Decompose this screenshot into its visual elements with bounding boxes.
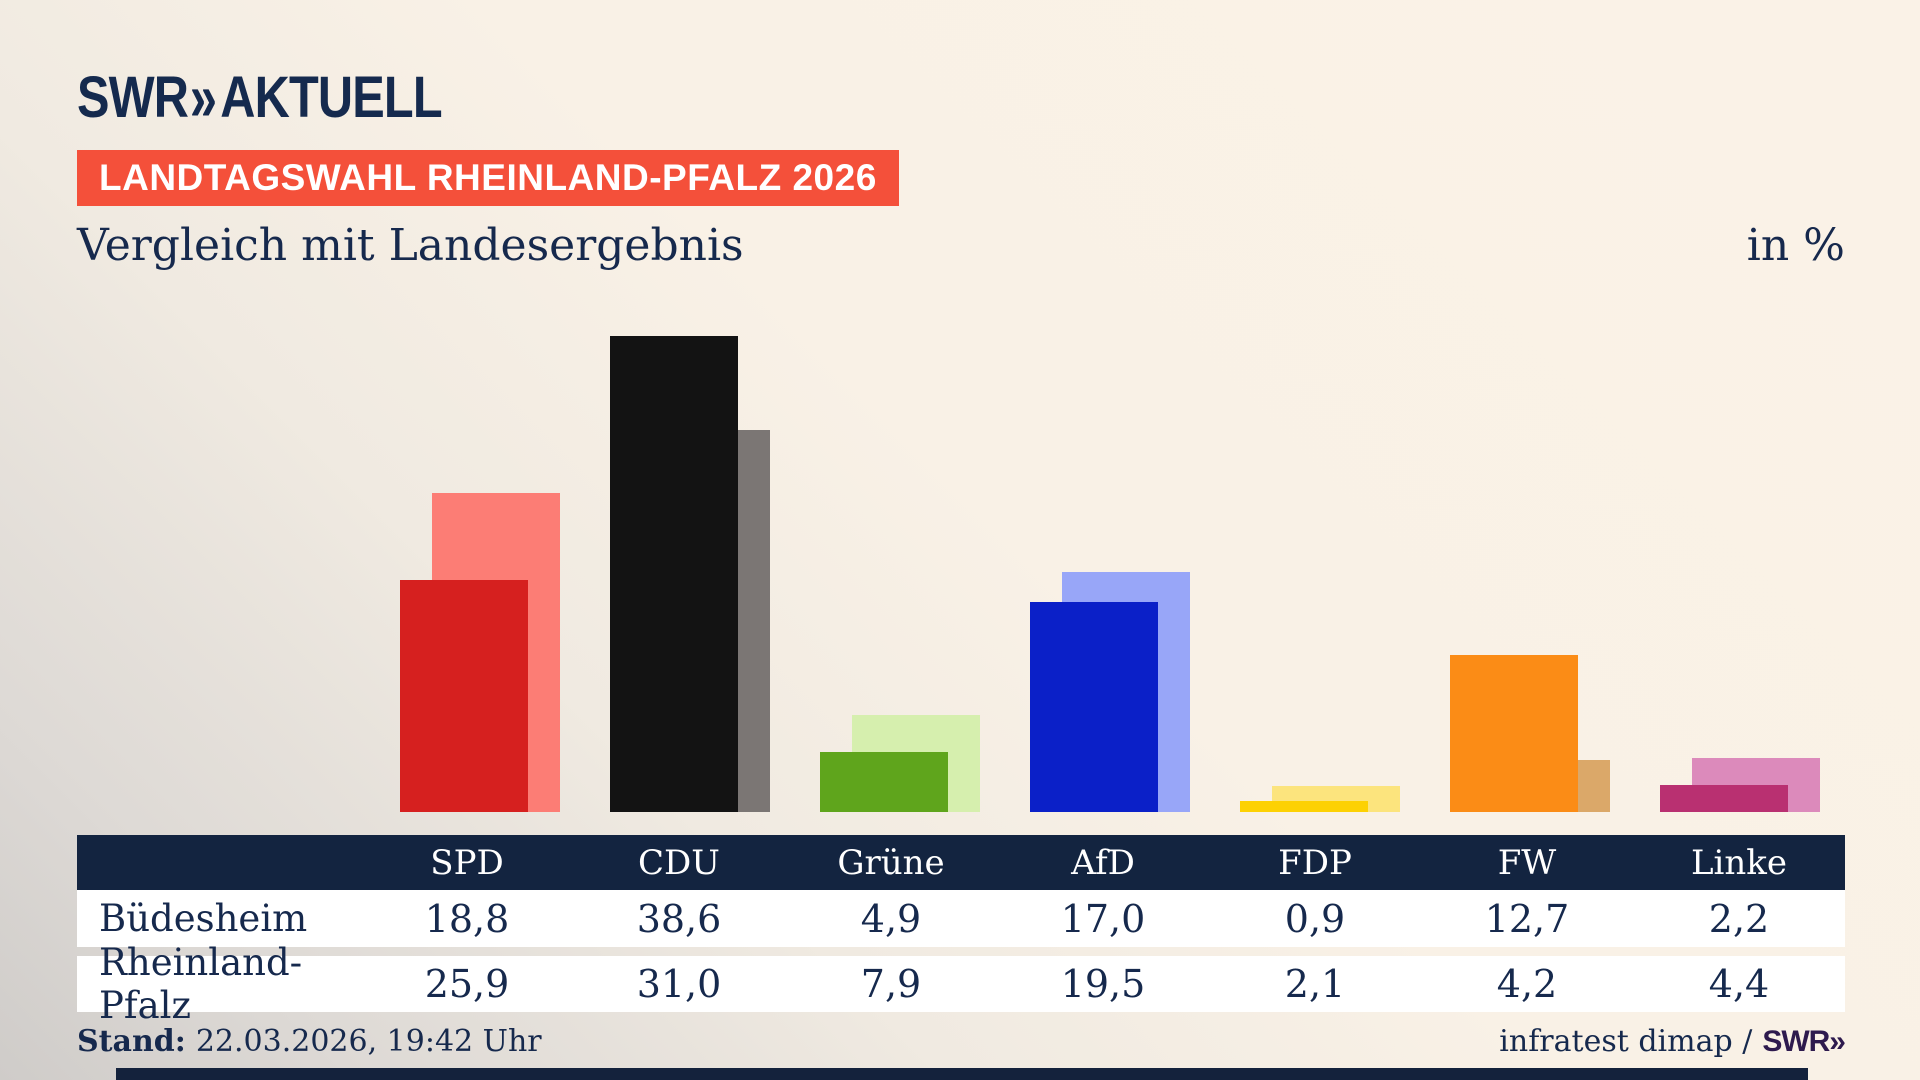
bar-fdp-buedesheim [1240,801,1368,812]
chart-title: Vergleich mit Landesergebnis [77,220,744,271]
table-cell: 25,9 [424,962,510,1006]
table-cell: 4,2 [1496,962,1558,1006]
bar-cdu-buedesheim [610,336,738,812]
swr-aktuell-logo: SWR» AKTUELL [77,60,443,135]
table-cell: 4,9 [860,896,922,941]
logo-chevrons-icon: » [189,60,217,135]
table-cell: 0,9 [1284,896,1346,941]
bar-fw-buedesheim [1450,655,1578,812]
table-cell: 4,4 [1708,962,1770,1006]
bottom-band [116,1068,1808,1080]
bar-grüne-buedesheim [820,752,948,812]
row-label: Rheinland-Pfalz [99,941,303,1027]
election-badge: LANDTAGSWAHL RHEINLAND-PFALZ 2026 [77,150,899,206]
table-header-linke: Linke [1690,842,1788,883]
table-cell: 38,6 [636,896,722,941]
table-header-gruene: Grüne [837,842,945,883]
table-header-row: SPD CDU Grüne AfD FDP FW Linke [77,835,1845,890]
bar-spd-buedesheim [400,580,528,812]
table-row-rheinland-pfalz: Rheinland-Pfalz 25,9 31,0 7,9 19,5 2,1 4… [77,941,1845,1027]
table-cell: 17,0 [1060,896,1146,941]
logo-aktuell: AKTUELL [220,65,442,130]
table-cell: 2,1 [1284,962,1346,1006]
table-header-afd: AfD [1071,842,1135,883]
table-header-fw: FW [1497,842,1557,883]
table-cell: 7,9 [860,962,922,1006]
unit-label: in % [1746,220,1845,271]
timestamp-label: Stand: [77,1024,186,1059]
results-table: SPD CDU Grüne AfD FDP FW Linke Büdesheim… [77,835,1845,1027]
bar-linke-buedesheim [1660,785,1788,812]
table-row-buedesheim: Büdesheim 18,8 38,6 4,9 17,0 0,9 12,7 2,… [77,890,1845,947]
table-cell: 18,8 [424,896,510,941]
timestamp-value: 22.03.2026, 19:42 Uhr [195,1024,542,1059]
source-swr-logo: SWR» [1762,1025,1846,1058]
source-text: infratest dimap / [1499,1024,1753,1059]
table-header-cdu: CDU [638,842,720,883]
row-label: Büdesheim [99,897,308,940]
table-cell: 2,2 [1708,896,1770,941]
timestamp: Stand: 22.03.2026, 19:42 Uhr [77,1022,542,1062]
table-cell: 31,0 [636,962,722,1006]
table-header-spd: SPD [430,842,504,883]
logo-swr: SWR [77,65,189,130]
bar-afd-buedesheim [1030,602,1158,812]
source-credit: infratest dimap / SWR» [1499,1022,1846,1062]
table-header-fdp: FDP [1278,842,1352,883]
table-cell: 12,7 [1484,896,1570,941]
table-cell: 19,5 [1060,962,1146,1006]
